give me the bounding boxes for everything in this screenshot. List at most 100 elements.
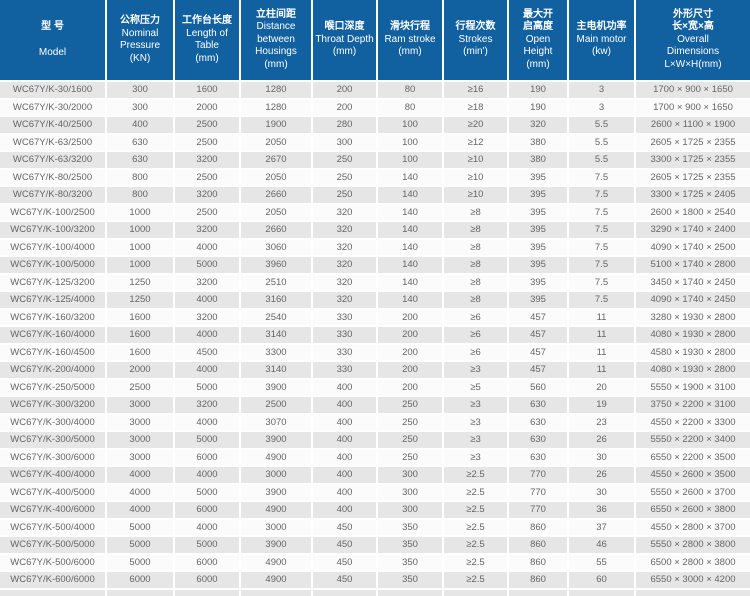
cell-model: WC67Y/K-300/4000 xyxy=(0,414,105,430)
cell-dimensions: 4580 × 1930 × 2800 xyxy=(636,344,750,360)
cell-ram-stroke: 80 xyxy=(378,82,442,98)
cell-table-length: 5000 xyxy=(175,537,239,553)
cell-housing-distance: 3140 xyxy=(241,362,311,378)
header-cn: 公称压力 xyxy=(120,15,160,26)
cell-dimensions: 1700 × 900 × 1650 xyxy=(636,82,750,98)
cell-strokes: ≥10 xyxy=(444,169,507,185)
cell-ram-stroke: 140 xyxy=(378,169,442,185)
cell-open-height: 860 xyxy=(509,537,567,553)
header-en: Ram stroke xyxy=(384,33,436,45)
cell-throat-depth: 400 xyxy=(313,397,376,413)
cell-throat-depth: 280 xyxy=(313,117,376,133)
column-header-model: 型 号 Model xyxy=(0,0,105,80)
table-row: WC67Y/K-300/6000 3000 6000 4900 400 250 ≥3 630 3… xyxy=(0,449,750,465)
table-row: WC67Y/K-30/2000 300 2000 1280 200 80 ≥18 190 3 17… xyxy=(0,99,750,115)
cell-housing-distance: 3000 xyxy=(241,467,311,483)
cell-housing-distance: 4900 xyxy=(241,572,311,588)
cell-model: WC67Y/K-160/3200 xyxy=(0,309,105,325)
cell-throat-depth: 400 xyxy=(313,502,376,518)
cell-open-height: 395 xyxy=(509,222,567,238)
cell-ram-stroke: 250 xyxy=(378,414,442,430)
cell-pressure: 5000 xyxy=(107,537,173,553)
cell-throat-depth: 320 xyxy=(313,222,376,238)
cell-table-length: 4000 xyxy=(175,327,239,343)
cell-pressure: 2000 xyxy=(107,362,173,378)
cell-pressure: 800 xyxy=(107,169,173,185)
table-row: WC67Y/K-63/2500 630 2500 2050 300 100 ≥12 380 5.… xyxy=(0,134,750,150)
table-row: WC67Y/K-300/3200 3000 3200 2500 400 250 ≥3 630 1… xyxy=(0,397,750,413)
cell-main-motor: 11 xyxy=(569,344,634,360)
cell-pressure: 4000 xyxy=(107,502,173,518)
cell-table-length: 2500 xyxy=(175,204,239,220)
cell-model: WC67Y/K-125/4000 xyxy=(0,292,105,308)
cell-dimensions: 5550 × 1900 × 3100 xyxy=(636,379,750,395)
cell-throat-depth: 330 xyxy=(313,362,376,378)
cell-main-motor: 20 xyxy=(569,379,634,395)
column-header-main-motor: 主电机功率 Main motor (kw) xyxy=(569,0,634,80)
cell-throat-depth: 330 xyxy=(313,309,376,325)
cell-model: WC67Y/K-400/6000 xyxy=(0,502,105,518)
cell-pressure: 3000 xyxy=(107,432,173,448)
cell-pressure: 2500 xyxy=(107,379,173,395)
cell-model: WC67Y/K-80/3200 xyxy=(0,187,105,203)
cell-model: WC67Y/K-500/4000 xyxy=(0,519,105,535)
cell-model: WC67Y/K-63/3200 xyxy=(0,152,105,168)
table-row: WC67Y/K-40/2500 400 2500 1900 280 100 ≥20 320 5.… xyxy=(0,117,750,133)
cell-pressure: 5000 xyxy=(107,554,173,570)
cell-ram-stroke: 100 xyxy=(378,117,442,133)
cell-table-length: 4000 xyxy=(175,362,239,378)
cell-dimensions: 5550 × 2800 × 3800 xyxy=(636,537,750,553)
cell-model: WC67Y/K-500/5000 xyxy=(0,537,105,553)
cell-strokes: ≥3 xyxy=(444,449,507,465)
cell-pressure: 1000 xyxy=(107,257,173,273)
cell-table-length: 1600 xyxy=(175,82,239,98)
cell-housing-distance: 2510 xyxy=(241,274,311,290)
cell-open-height: 457 xyxy=(509,309,567,325)
cell-ram-stroke: 140 xyxy=(378,204,442,220)
cell-ram-stroke: 300 xyxy=(378,467,442,483)
cell-dimensions: 3300 × 1725 × 2355 xyxy=(636,152,750,168)
cell-model: WC67Y/K-80/2500 xyxy=(0,169,105,185)
cell-model: WC67Y/K-400/4000 xyxy=(0,467,105,483)
cell-strokes: ≥6 xyxy=(444,344,507,360)
cell-main-motor: 7.5 xyxy=(569,292,634,308)
cell-ram-stroke: 200 xyxy=(378,362,442,378)
cell-housing-distance: 3900 xyxy=(241,379,311,395)
cell-model: WC67Y/K-100/2500 xyxy=(0,204,105,220)
cell-main-motor: 30 xyxy=(569,484,634,500)
cell-housing-distance: 4900 xyxy=(241,554,311,570)
cell-model: WC67Y/K-100/4000 xyxy=(0,239,105,255)
cell-open-height: 860 xyxy=(509,572,567,588)
header-cn: 滑块行程 xyxy=(390,21,430,33)
cell-model: WC67Y/K-300/3200 xyxy=(0,397,105,413)
cell-main-motor: 11 xyxy=(569,327,634,343)
cell-model: WC67Y/K-160/4500 xyxy=(0,344,105,360)
column-header-housing-distance: 立柱间距 Distance between Housings (mm) xyxy=(241,0,311,80)
column-header-strokes: 行程次数 Strokes (min') xyxy=(444,0,507,80)
cell-housing-distance: 3900 xyxy=(241,484,311,500)
cell-housing-distance: 3070 xyxy=(241,414,311,430)
cell-throat-depth: 200 xyxy=(313,99,376,115)
cell-table-length: 2500 xyxy=(175,134,239,150)
cell-model: WC67Y/K-100/5000 xyxy=(0,257,105,273)
header-unit: (mm) xyxy=(195,52,219,64)
cell-ram-stroke: 200 xyxy=(378,344,442,360)
cell-throat-depth: 250 xyxy=(313,169,376,185)
cell-pressure: 3000 xyxy=(107,397,173,413)
cell-pressure: 3000 xyxy=(107,449,173,465)
cell-strokes: ≥3 xyxy=(444,362,507,378)
cell-ram-stroke: 250 xyxy=(378,397,442,413)
cell-table-length: 4000 xyxy=(175,292,239,308)
cell-ram-stroke: 140 xyxy=(378,257,442,273)
cell-table-length: 2500 xyxy=(175,117,239,133)
cell-open-height xyxy=(509,589,567,596)
cell-throat-depth: 330 xyxy=(313,327,376,343)
cell-ram-stroke: 350 xyxy=(378,537,442,553)
cell-strokes: ≥2.5 xyxy=(444,502,507,518)
cell-pressure: 6000 xyxy=(107,572,173,588)
header-unit: (mm) xyxy=(526,58,550,70)
cell-main-motor: 3 xyxy=(569,82,634,98)
table-row: WC67Y/K-160/4500 1600 4500 3300 330 200 ≥6 457 1… xyxy=(0,344,750,360)
table-row: WC67Y/K-300/4000 3000 4000 3070 400 250 ≥3 630 2… xyxy=(0,414,750,430)
cell-main-motor: 11 xyxy=(569,362,634,378)
